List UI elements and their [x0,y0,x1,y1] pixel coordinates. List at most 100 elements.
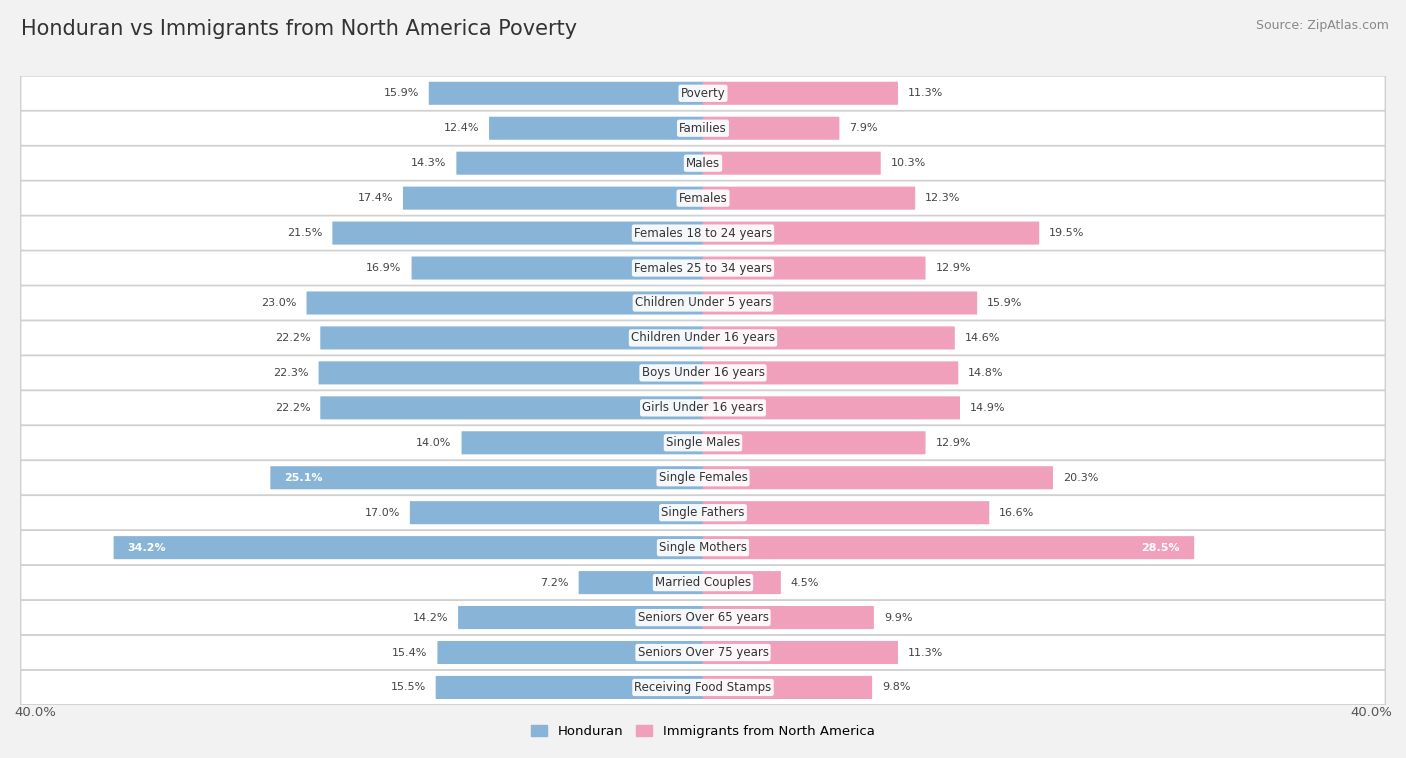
FancyBboxPatch shape [21,251,1385,285]
FancyBboxPatch shape [703,641,898,664]
FancyBboxPatch shape [703,117,839,139]
FancyBboxPatch shape [703,571,780,594]
FancyBboxPatch shape [458,606,703,629]
FancyBboxPatch shape [412,256,703,280]
Text: Boys Under 16 years: Boys Under 16 years [641,366,765,380]
FancyBboxPatch shape [404,186,703,210]
Text: Seniors Over 65 years: Seniors Over 65 years [637,611,769,624]
Text: 15.5%: 15.5% [391,682,426,693]
FancyBboxPatch shape [270,466,703,489]
Text: 11.3%: 11.3% [908,647,943,657]
Text: 21.5%: 21.5% [287,228,322,238]
FancyBboxPatch shape [21,565,1385,600]
FancyBboxPatch shape [703,606,875,629]
Text: 11.3%: 11.3% [908,88,943,99]
Text: Source: ZipAtlas.com: Source: ZipAtlas.com [1256,19,1389,32]
Text: 9.8%: 9.8% [882,682,911,693]
FancyBboxPatch shape [21,390,1385,425]
Text: Children Under 5 years: Children Under 5 years [634,296,772,309]
FancyBboxPatch shape [321,396,703,419]
FancyBboxPatch shape [703,221,1039,245]
Text: 12.9%: 12.9% [935,438,972,448]
FancyBboxPatch shape [703,292,977,315]
FancyBboxPatch shape [703,362,959,384]
Text: Girls Under 16 years: Girls Under 16 years [643,401,763,415]
Text: 16.9%: 16.9% [366,263,402,273]
FancyBboxPatch shape [411,501,703,525]
FancyBboxPatch shape [457,152,703,174]
Text: 15.4%: 15.4% [392,647,427,657]
Text: 7.2%: 7.2% [540,578,568,587]
Legend: Honduran, Immigrants from North America: Honduran, Immigrants from North America [526,720,880,744]
FancyBboxPatch shape [703,152,880,174]
FancyBboxPatch shape [703,396,960,419]
FancyBboxPatch shape [703,536,1194,559]
Text: Females: Females [679,192,727,205]
FancyBboxPatch shape [21,635,1385,670]
FancyBboxPatch shape [489,117,703,139]
Text: Families: Families [679,122,727,135]
FancyBboxPatch shape [703,431,925,454]
FancyBboxPatch shape [703,186,915,210]
FancyBboxPatch shape [703,466,1053,489]
Text: 15.9%: 15.9% [987,298,1022,308]
FancyBboxPatch shape [114,536,703,559]
Text: 22.3%: 22.3% [273,368,308,378]
FancyBboxPatch shape [21,111,1385,146]
Text: 19.5%: 19.5% [1049,228,1084,238]
Text: Females 18 to 24 years: Females 18 to 24 years [634,227,772,240]
Text: Single Fathers: Single Fathers [661,506,745,519]
Text: 12.9%: 12.9% [935,263,972,273]
Text: 14.9%: 14.9% [970,402,1005,413]
FancyBboxPatch shape [21,670,1385,705]
FancyBboxPatch shape [321,327,703,349]
FancyBboxPatch shape [21,321,1385,356]
Text: 16.6%: 16.6% [1000,508,1035,518]
Text: 14.6%: 14.6% [965,333,1000,343]
Text: 7.9%: 7.9% [849,124,877,133]
Text: Married Couples: Married Couples [655,576,751,589]
FancyBboxPatch shape [332,221,703,245]
Text: 34.2%: 34.2% [128,543,166,553]
FancyBboxPatch shape [319,362,703,384]
Text: 28.5%: 28.5% [1142,543,1180,553]
Text: Honduran vs Immigrants from North America Poverty: Honduran vs Immigrants from North Americ… [21,19,578,39]
Text: 14.0%: 14.0% [416,438,451,448]
Text: Single Mothers: Single Mothers [659,541,747,554]
Text: 4.5%: 4.5% [790,578,820,587]
Text: Males: Males [686,157,720,170]
Text: 14.3%: 14.3% [411,158,446,168]
FancyBboxPatch shape [703,82,898,105]
FancyBboxPatch shape [579,571,703,594]
FancyBboxPatch shape [307,292,703,315]
Text: 23.0%: 23.0% [262,298,297,308]
FancyBboxPatch shape [21,600,1385,635]
FancyBboxPatch shape [703,501,990,525]
FancyBboxPatch shape [21,76,1385,111]
Text: 17.0%: 17.0% [364,508,399,518]
Text: 25.1%: 25.1% [284,473,323,483]
Text: Single Females: Single Females [658,471,748,484]
Text: Poverty: Poverty [681,86,725,100]
FancyBboxPatch shape [437,641,703,664]
FancyBboxPatch shape [21,531,1385,565]
Text: 20.3%: 20.3% [1063,473,1098,483]
Text: Children Under 16 years: Children Under 16 years [631,331,775,344]
FancyBboxPatch shape [21,216,1385,250]
FancyBboxPatch shape [21,496,1385,530]
FancyBboxPatch shape [436,676,703,699]
Text: Seniors Over 75 years: Seniors Over 75 years [637,646,769,659]
Text: 15.9%: 15.9% [384,88,419,99]
FancyBboxPatch shape [703,256,925,280]
FancyBboxPatch shape [703,676,872,699]
Text: 40.0%: 40.0% [1350,706,1392,719]
FancyBboxPatch shape [21,146,1385,180]
FancyBboxPatch shape [21,181,1385,215]
Text: Single Males: Single Males [666,437,740,449]
FancyBboxPatch shape [21,286,1385,321]
FancyBboxPatch shape [21,356,1385,390]
FancyBboxPatch shape [429,82,703,105]
Text: Receiving Food Stamps: Receiving Food Stamps [634,681,772,694]
Text: Females 25 to 34 years: Females 25 to 34 years [634,262,772,274]
Text: 17.4%: 17.4% [357,193,392,203]
